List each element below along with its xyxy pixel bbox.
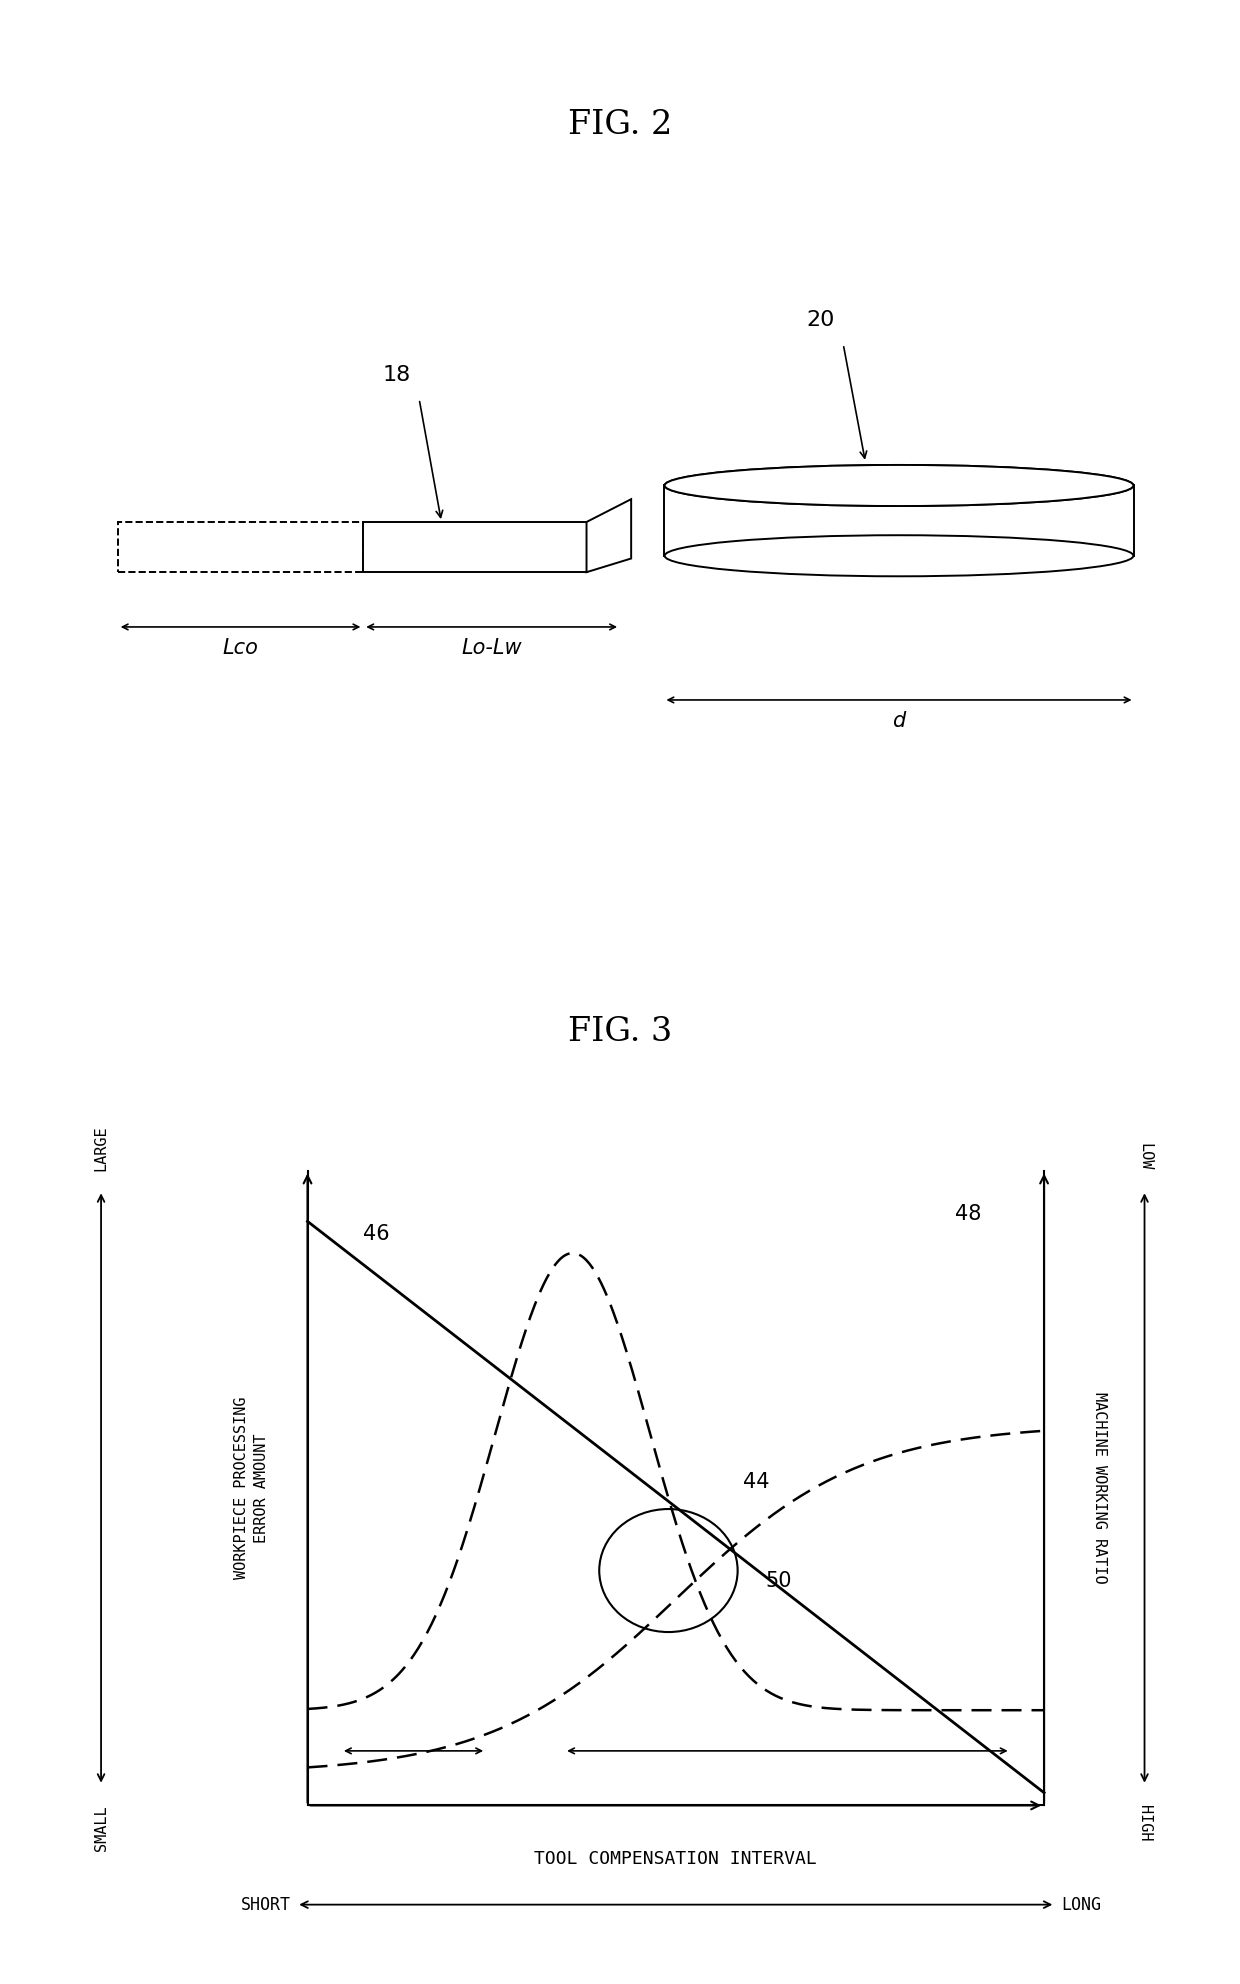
Text: 50: 50 [765, 1571, 791, 1591]
Text: 20: 20 [807, 310, 835, 329]
Text: MACHINE WORKING RATIO: MACHINE WORKING RATIO [1092, 1393, 1107, 1583]
Bar [118, 522, 363, 571]
Text: SMALL: SMALL [93, 1805, 109, 1851]
Ellipse shape [665, 536, 1133, 575]
Text: 48: 48 [955, 1204, 981, 1224]
Text: 46: 46 [363, 1224, 389, 1244]
Text: FIG. 2: FIG. 2 [568, 109, 672, 141]
Bar [363, 522, 587, 571]
Text: d: d [893, 712, 905, 732]
Text: Lo-Lw: Lo-Lw [461, 639, 522, 659]
Ellipse shape [665, 464, 1133, 506]
Text: 44: 44 [743, 1472, 769, 1492]
Text: TOOL COMPENSATION INTERVAL: TOOL COMPENSATION INTERVAL [534, 1849, 817, 1869]
Text: FIG. 3: FIG. 3 [568, 1016, 672, 1048]
Text: 18: 18 [383, 365, 410, 385]
Text: LONG: LONG [1061, 1895, 1101, 1915]
Text: Lco: Lco [223, 639, 258, 659]
Text: WORKPIECE PROCESSING
ERROR AMOUNT: WORKPIECE PROCESSING ERROR AMOUNT [234, 1397, 269, 1579]
Ellipse shape [665, 464, 1133, 506]
Text: LOW: LOW [1137, 1143, 1152, 1171]
Text: SHORT: SHORT [241, 1895, 291, 1915]
Text: LARGE: LARGE [93, 1125, 109, 1171]
Text: HIGH: HIGH [1137, 1805, 1152, 1841]
Polygon shape [587, 500, 631, 571]
